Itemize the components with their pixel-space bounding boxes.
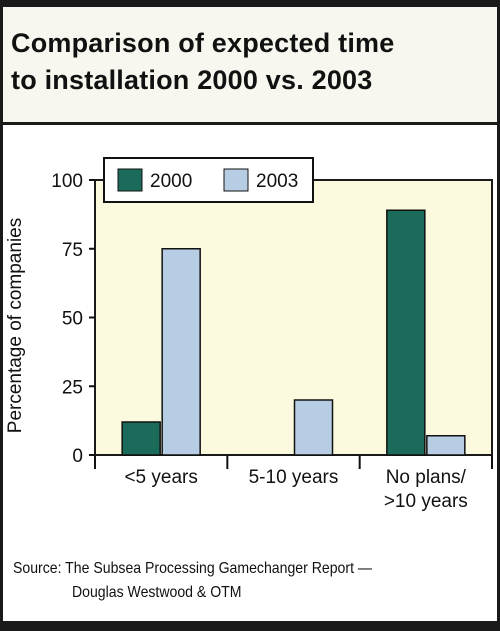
source-note: Source: The Subsea Processing Gamechange… [13,557,427,605]
bar-2003 [161,248,201,456]
bar-2003 [293,399,334,456]
legend-swatch-2000 [117,168,143,192]
source-line-2: Douglas Westwood & OTM [71,584,242,601]
x-category-label: 5-10 years [249,467,339,488]
y-axis-title: Percentage of companies [5,218,26,433]
y-tick-label: 50 [62,309,83,330]
left-border [0,7,3,621]
bar-2003 [426,435,466,456]
legend-label-2003: 2003 [256,171,298,192]
bar-2000 [386,209,426,456]
title-panel: Comparison of expected time to installat… [3,7,497,125]
bar-chart: 0 25 50 75 100 Percentage of companies <5 year… [5,157,493,512]
chart-title-line-1: Comparison of expected time [11,28,395,58]
y-tick-label: 25 [62,377,83,398]
top-rule [0,0,500,7]
plot-area [94,179,493,456]
chart-title: Comparison of expected time to installat… [11,25,481,99]
y-tick-label: 100 [51,171,83,192]
bar-2000 [121,421,161,456]
x-category-label: <5 years [124,467,197,488]
legend-swatch-2003 [223,168,249,192]
x-category-label: No plans/ [386,467,467,488]
chart-title-line-2: to installation 2000 vs. 2003 [11,65,373,95]
y-tick-label: 75 [62,240,83,261]
right-border [497,7,500,621]
x-category-label: >10 years [384,491,468,512]
y-tick-label: 0 [72,446,83,467]
bottom-rule [0,621,500,631]
source-line-1: Source: The Subsea Processing Gamechange… [13,560,372,577]
legend-label-2000: 2000 [150,171,192,192]
chart-area: 0 25 50 75 100 Percentage of companies <5 year… [3,125,497,555]
